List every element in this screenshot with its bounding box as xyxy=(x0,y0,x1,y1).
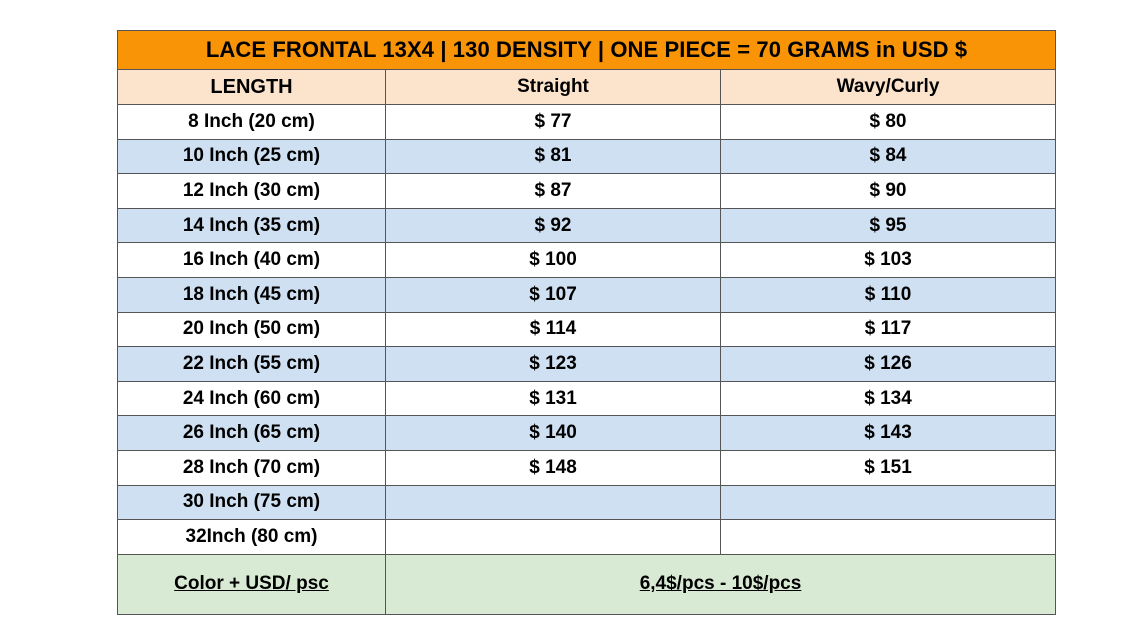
wavy-price-cell: $ 110 xyxy=(719,276,1057,313)
straight-price-cell: $ 77 xyxy=(385,104,721,140)
wavy-price-cell: $ 80 xyxy=(719,104,1057,140)
straight-price-cell: $ 123 xyxy=(385,346,721,382)
table-row: 32Inch (80 cm) xyxy=(117,519,1057,555)
wavy-price-cell xyxy=(719,519,1057,555)
wavy-price-cell: $ 143 xyxy=(719,415,1057,451)
straight-price-cell xyxy=(385,519,721,555)
straight-price-cell: $ 114 xyxy=(385,311,721,348)
wavy-header: Wavy/Curly xyxy=(719,69,1057,105)
table-row: 22 Inch (55 cm) $ 123 $ 126 xyxy=(117,346,1057,382)
footer-row: Color + USD/ psc 6,4$/pcs - 10$/pcs xyxy=(117,553,1057,615)
color-price-label: Color + USD/ psc xyxy=(117,553,386,615)
straight-price-cell: $ 87 xyxy=(385,173,721,209)
wavy-price-cell: $ 95 xyxy=(719,207,1057,244)
table-row: 14 Inch (35 cm) $ 92 $ 95 xyxy=(117,207,1057,244)
length-cell: 30 Inch (75 cm) xyxy=(117,484,386,521)
length-cell: 10 Inch (25 cm) xyxy=(117,138,386,175)
straight-price-cell: $ 92 xyxy=(385,207,721,244)
length-cell: 20 Inch (50 cm) xyxy=(117,311,386,348)
wavy-price-cell: $ 117 xyxy=(719,311,1057,348)
straight-price-cell xyxy=(385,484,721,521)
table-row: 16 Inch (40 cm) $ 100 $ 103 xyxy=(117,242,1057,278)
header-row: LENGTH Straight Wavy/Curly xyxy=(117,69,1057,105)
length-cell: 12 Inch (30 cm) xyxy=(117,173,386,209)
wavy-price-cell: $ 103 xyxy=(719,242,1057,278)
table-row: 8 Inch (20 cm) $ 77 $ 80 xyxy=(117,104,1057,140)
table-row: 18 Inch (45 cm) $ 107 $ 110 xyxy=(117,276,1057,313)
wavy-price-cell: $ 84 xyxy=(719,138,1057,175)
table-row: 12 Inch (30 cm) $ 87 $ 90 xyxy=(117,173,1057,209)
length-cell: 28 Inch (70 cm) xyxy=(117,449,386,486)
color-price-value: 6,4$/pcs - 10$/pcs xyxy=(384,553,1057,615)
title-row: LACE FRONTAL 13X4 | 130 DENSITY | ONE PI… xyxy=(116,30,1057,70)
length-cell: 16 Inch (40 cm) xyxy=(117,242,386,278)
straight-price-cell: $ 100 xyxy=(385,242,721,278)
straight-price-cell: $ 131 xyxy=(385,380,721,417)
length-cell: 32Inch (80 cm) xyxy=(117,519,386,555)
wavy-price-cell: $ 134 xyxy=(719,380,1057,417)
length-cell: 24 Inch (60 cm) xyxy=(117,380,386,417)
table-row: 24 Inch (60 cm) $ 131 $ 134 xyxy=(117,380,1057,417)
length-cell: 8 Inch (20 cm) xyxy=(117,104,386,140)
wavy-price-cell: $ 90 xyxy=(719,173,1057,209)
length-cell: 22 Inch (55 cm) xyxy=(117,346,386,382)
wavy-price-cell: $ 126 xyxy=(719,346,1057,382)
straight-price-cell: $ 148 xyxy=(385,449,721,486)
length-header: LENGTH xyxy=(117,69,386,105)
table-row: 28 Inch (70 cm) $ 148 $ 151 xyxy=(117,449,1057,486)
length-cell: 14 Inch (35 cm) xyxy=(117,207,386,244)
straight-price-cell: $ 81 xyxy=(385,138,721,175)
table-row: 26 Inch (65 cm) $ 140 $ 143 xyxy=(117,415,1057,451)
price-table: LACE FRONTAL 13X4 | 130 DENSITY | ONE PI… xyxy=(116,30,1057,615)
table-row: 20 Inch (50 cm) $ 114 $ 117 xyxy=(117,311,1057,348)
table-title: LACE FRONTAL 13X4 | 130 DENSITY | ONE PI… xyxy=(116,30,1057,70)
length-cell: 18 Inch (45 cm) xyxy=(117,276,386,313)
length-cell: 26 Inch (65 cm) xyxy=(117,415,386,451)
table-row: 30 Inch (75 cm) xyxy=(117,484,1057,521)
straight-price-cell: $ 107 xyxy=(385,276,721,313)
wavy-price-cell: $ 151 xyxy=(719,449,1057,486)
straight-price-cell: $ 140 xyxy=(385,415,721,451)
wavy-price-cell xyxy=(719,484,1057,521)
table-row: 10 Inch (25 cm) $ 81 $ 84 xyxy=(117,138,1057,175)
straight-header: Straight xyxy=(385,69,721,105)
